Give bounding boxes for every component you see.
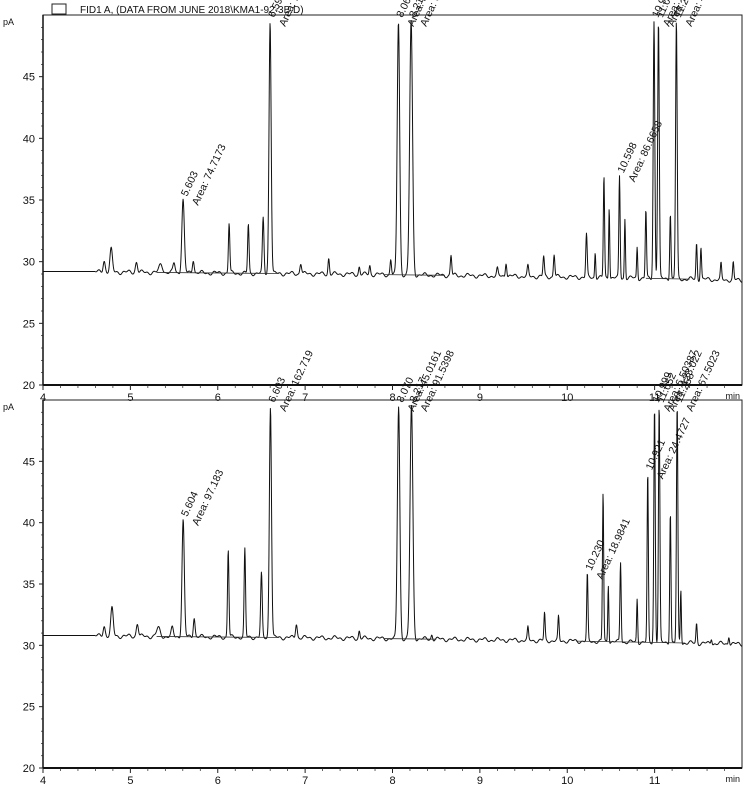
y-tick-label: 40 xyxy=(23,518,35,530)
x-axis-unit-label: min xyxy=(725,774,740,784)
y-axis-label: pA xyxy=(3,402,14,412)
y-tick-label: 45 xyxy=(23,456,35,468)
x-tick-label: 9 xyxy=(477,775,483,787)
y-tick-label: 30 xyxy=(23,257,35,269)
integration-baseline xyxy=(645,277,690,280)
x-tick-label: 11 xyxy=(649,775,660,787)
x-tick-label: 7 xyxy=(302,775,308,787)
x-axis-unit-label: min xyxy=(725,391,740,401)
x-tick-label: 4 xyxy=(40,392,46,404)
x-tick-label: 9 xyxy=(477,392,483,404)
legend-header: FID1 A, (DATA FROM JUNE 2018\KMA1-92-3B.… xyxy=(51,3,304,16)
integration-baseline xyxy=(383,274,445,276)
x-tick-label: 5 xyxy=(127,392,133,404)
x-tick-label: 10 xyxy=(561,775,573,787)
legend-swatch xyxy=(51,3,67,15)
x-tick-label: 7 xyxy=(302,392,308,404)
integration-baseline xyxy=(575,640,686,644)
y-axis-label: pA xyxy=(3,17,14,27)
x-tick-label: 8 xyxy=(389,392,395,404)
integration-baseline xyxy=(383,638,437,640)
y-tick-label: 25 xyxy=(23,702,35,714)
y-tick-label: 35 xyxy=(23,195,35,207)
x-tick-label: 8 xyxy=(389,775,395,787)
y-tick-label: 20 xyxy=(23,380,35,392)
legend-label: FID1 A, (DATA FROM JUNE 2018\KMA1-92-3B.… xyxy=(80,5,304,16)
y-tick-label: 40 xyxy=(23,133,35,145)
x-tick-label: 5 xyxy=(127,775,133,787)
y-tick-label: 30 xyxy=(23,640,35,652)
x-tick-label: 6 xyxy=(215,775,221,787)
x-tick-label: 4 xyxy=(40,775,46,787)
integration-baseline xyxy=(156,636,279,638)
y-tick-label: 20 xyxy=(23,763,35,775)
x-tick-label: 6 xyxy=(215,392,221,404)
y-tick-label: 35 xyxy=(23,579,35,591)
x-tick-label: 11 xyxy=(649,392,660,404)
y-tick-label: 45 xyxy=(23,72,35,84)
y-tick-label: 25 xyxy=(23,318,35,330)
x-tick-label: 10 xyxy=(561,392,573,404)
integration-baseline xyxy=(156,272,279,274)
